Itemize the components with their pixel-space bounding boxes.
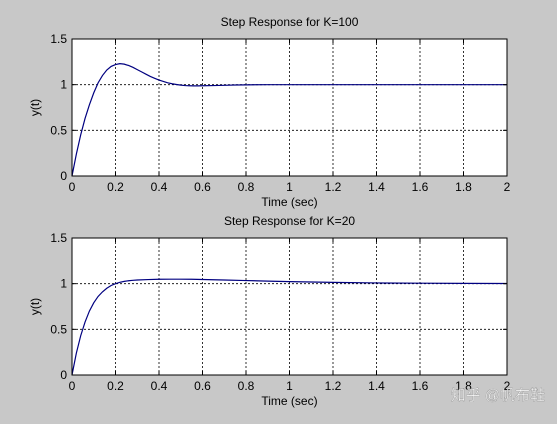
ticks-k100: 0 0.2 0.4 0.6 0.8 1 1.2 1.4 1.6 1.8 2 0 0.5 1 1.5 (50, 32, 510, 194)
y-tick-label-k20: 1 (60, 277, 67, 291)
x-tick-label-k20: 1.2 (325, 379, 342, 393)
x-tick-label-k20: 0.4 (151, 379, 168, 393)
step-response-line-k100 (71, 63, 507, 177)
watermark: 知乎 @帆布鞋 (451, 387, 545, 404)
y-tick-label-k20: 0 (60, 368, 67, 382)
x-tick-label-k100: 0 (69, 180, 76, 194)
x-tick-label-k20: 0.6 (194, 379, 211, 393)
y-tick-label-k20: 1.5 (50, 231, 67, 245)
x-tick-label-k100: 2 (504, 180, 511, 194)
x-tick-label-k20: 1.6 (412, 379, 429, 393)
chart-title-k20: Step Response for K=20 (224, 214, 355, 228)
y-axis-label-k100: y(t) (28, 99, 42, 116)
axes-k20: 0 0.2 0.4 0.6 0.8 1 1.2 1.4 1.6 1.8 2 0 0.5 1 1.5 Step… (28, 214, 511, 408)
x-tick-label-k20: 0 (69, 379, 76, 393)
x-tick-label-k20: 1.8 (455, 379, 472, 393)
y-axis-label-k20: y(t) (28, 298, 42, 315)
x-axis-label-k20: Time (sec) (261, 394, 317, 408)
x-tick-label-k100: 1.6 (412, 180, 429, 194)
y-tick-label-k100: 0 (60, 169, 67, 183)
y-tick-label-k20: 0.5 (50, 322, 67, 336)
x-tick-label-k100: 0.8 (238, 180, 255, 194)
x-tick-label-k20: 1 (286, 379, 293, 393)
x-tick-label-k20: 1.4 (368, 379, 385, 393)
x-tick-label-k100: 0.6 (194, 180, 211, 194)
grid-k20 (72, 238, 507, 375)
x-tick-label-k100: 1.2 (325, 180, 342, 194)
step-response-line-k20 (71, 278, 508, 376)
x-tick-label-k100: 0.4 (151, 180, 168, 194)
ticks-k20: 0 0.2 0.4 0.6 0.8 1 1.2 1.4 1.6 1.8 2 0 0.5 1 1.5 (50, 231, 510, 393)
y-tick-label-k100: 0.5 (50, 123, 67, 137)
x-tick-label-k100: 1.8 (455, 180, 472, 194)
chart-title-k100: Step Response for K=100 (221, 15, 359, 29)
x-tick-label-k20: 0.8 (238, 379, 255, 393)
y-tick-label-k100: 1.5 (50, 32, 67, 46)
x-axis-label-k100: Time (sec) (261, 195, 317, 209)
x-tick-label-k100: 1.4 (368, 180, 385, 194)
x-tick-label-k100: 0.2 (107, 180, 124, 194)
y-tick-label-k100: 1 (60, 78, 67, 92)
axes-k100: 0 0.2 0.4 0.6 0.8 1 1.2 1.4 1.6 1.8 2 0 0.5 1 1.5 Step… (28, 15, 511, 209)
x-tick-label-k20: 2 (504, 379, 511, 393)
x-tick-label-k100: 1 (286, 180, 293, 194)
x-tick-label-k20: 0.2 (107, 379, 124, 393)
